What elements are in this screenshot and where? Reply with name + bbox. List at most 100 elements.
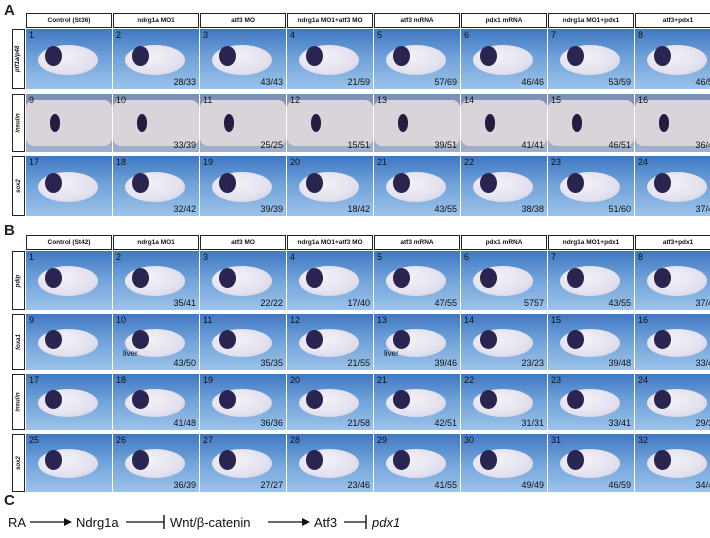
cell-ratio: 23/23 (521, 358, 544, 368)
cell-number: 8 (638, 252, 644, 262)
embryo-image (374, 99, 460, 147)
image-cell: 19 39/39 (200, 156, 286, 216)
cell-number: 15 (551, 315, 562, 325)
embryo-image (113, 99, 199, 147)
cell-number: 9 (29, 315, 35, 325)
image-cell: 10 33/39 (113, 94, 199, 152)
row-label: sox2 (12, 434, 25, 492)
cell-number: 19 (203, 375, 214, 385)
arrowhead-icon (302, 518, 310, 526)
cell-ratio: 39/48 (608, 358, 631, 368)
cell-number: 7 (551, 30, 557, 40)
image-cell: 4 21/59 (287, 29, 373, 89)
stain-mark (566, 172, 585, 194)
stain-mark (131, 329, 150, 349)
cell-ratio: 33/41 (608, 418, 631, 428)
image-cell: 21 43/55 (374, 156, 460, 216)
image-cell: 18 41/48 (113, 374, 199, 430)
image-cell: 6 5757 (461, 251, 547, 310)
row-label-text: pdip (15, 274, 22, 287)
stain-mark (305, 45, 324, 67)
stain-mark (566, 329, 585, 349)
image-cell: 9 (26, 314, 112, 370)
image-cell: 20 18/42 (287, 156, 373, 216)
stain-mark (218, 45, 237, 67)
image-cell: 17 (26, 374, 112, 430)
stain-mark (653, 172, 672, 194)
image-cell: 21 42/51 (374, 374, 460, 430)
cell-ratio: 36/41 (695, 140, 710, 150)
stain-mark (653, 329, 672, 349)
cell-ratio: 36/39 (173, 480, 196, 490)
stain-mark (398, 114, 409, 132)
cell-ratio: 41/48 (173, 418, 196, 428)
stain-mark (566, 267, 585, 288)
pathway-node-pdx1: pdx1 (371, 515, 400, 530)
column-header: Control (St36) (26, 13, 112, 28)
cell-ratio: 46/51 (608, 140, 631, 150)
image-cell: 15 39/48 (548, 314, 634, 370)
cell-ratio: 39/51 (434, 140, 457, 150)
stain-mark (131, 172, 150, 194)
arrowhead-icon (64, 518, 72, 526)
stain-mark (218, 389, 237, 409)
column-header: ndrg1a MO1 (113, 235, 199, 250)
cell-ratio: 39/46 (434, 358, 457, 368)
column-header: atf3 MO (200, 235, 286, 250)
column-header: ndrg1a MO1+pdx1 (548, 235, 634, 250)
row-label: insulin (12, 374, 25, 430)
stain-mark (218, 329, 237, 349)
panel-letter-a: A (4, 2, 15, 19)
embryo-image (200, 99, 286, 147)
panel-letter-b: B (4, 222, 15, 239)
image-cell: 24 29/36 (635, 374, 710, 430)
image-cell: 30 49/49 (461, 434, 547, 492)
cell-ratio: 35/35 (260, 358, 283, 368)
image-cell: 19 36/36 (200, 374, 286, 430)
column-header: ndrg1a MO1+atf3 MO (287, 13, 373, 28)
cell-ratio: 38/38 (521, 204, 544, 214)
cell-number: 3 (203, 252, 209, 262)
cell-number: 10 (116, 315, 127, 325)
cell-number: 21 (377, 157, 388, 167)
cell-ratio: 22/22 (260, 298, 283, 308)
cell-ratio: 31/31 (521, 418, 544, 428)
cell-number: 13 (377, 315, 388, 325)
row-label: sox2 (12, 156, 25, 216)
image-cell: 7 53/59 (548, 29, 634, 89)
row-label-text: insulin (15, 392, 22, 412)
stain-mark (659, 114, 670, 132)
column-header: ndrg1a MO1 (113, 13, 199, 28)
image-cell: 12 21/55 (287, 314, 373, 370)
image-cell: 2 35/41 (113, 251, 199, 310)
pathway-diagram: RA Ndrg1a Wnt/β-catenin Atf3 pdx1 (8, 515, 400, 530)
pathway-node-wnt: Wnt/β-catenin (170, 515, 250, 530)
cell-number: 12 (290, 315, 301, 325)
cell-number: 14 (464, 315, 475, 325)
cell-ratio: 17/40 (347, 298, 370, 308)
row-label: insulin (12, 94, 25, 152)
cell-ratio: 41/41 (521, 140, 544, 150)
liver-annotation: liver (123, 349, 138, 358)
stain-mark (131, 267, 150, 288)
stain-mark (566, 45, 585, 67)
image-cell: 1 (26, 251, 112, 310)
stain-mark (653, 389, 672, 409)
stain-mark (218, 172, 237, 194)
cell-number: 21 (377, 375, 388, 385)
image-cell: 4 17/40 (287, 251, 373, 310)
stain-mark (653, 45, 672, 67)
liver-annotation: liver (384, 349, 399, 358)
cell-number: 11 (203, 315, 213, 325)
image-cell: 20 21/58 (287, 374, 373, 430)
image-cell: 23 51/60 (548, 156, 634, 216)
image-cell: 14 23/23 (461, 314, 547, 370)
cell-ratio: 28/33 (173, 77, 196, 87)
column-header: pdx1 mRNA (461, 235, 547, 250)
cell-number: 17 (29, 375, 40, 385)
cell-ratio: 21/58 (347, 418, 370, 428)
stain-mark (305, 267, 324, 288)
column-header: atf3+pdx1 (635, 235, 710, 250)
image-cell: 15 46/51 (548, 94, 634, 152)
cell-ratio: 32/42 (173, 204, 196, 214)
